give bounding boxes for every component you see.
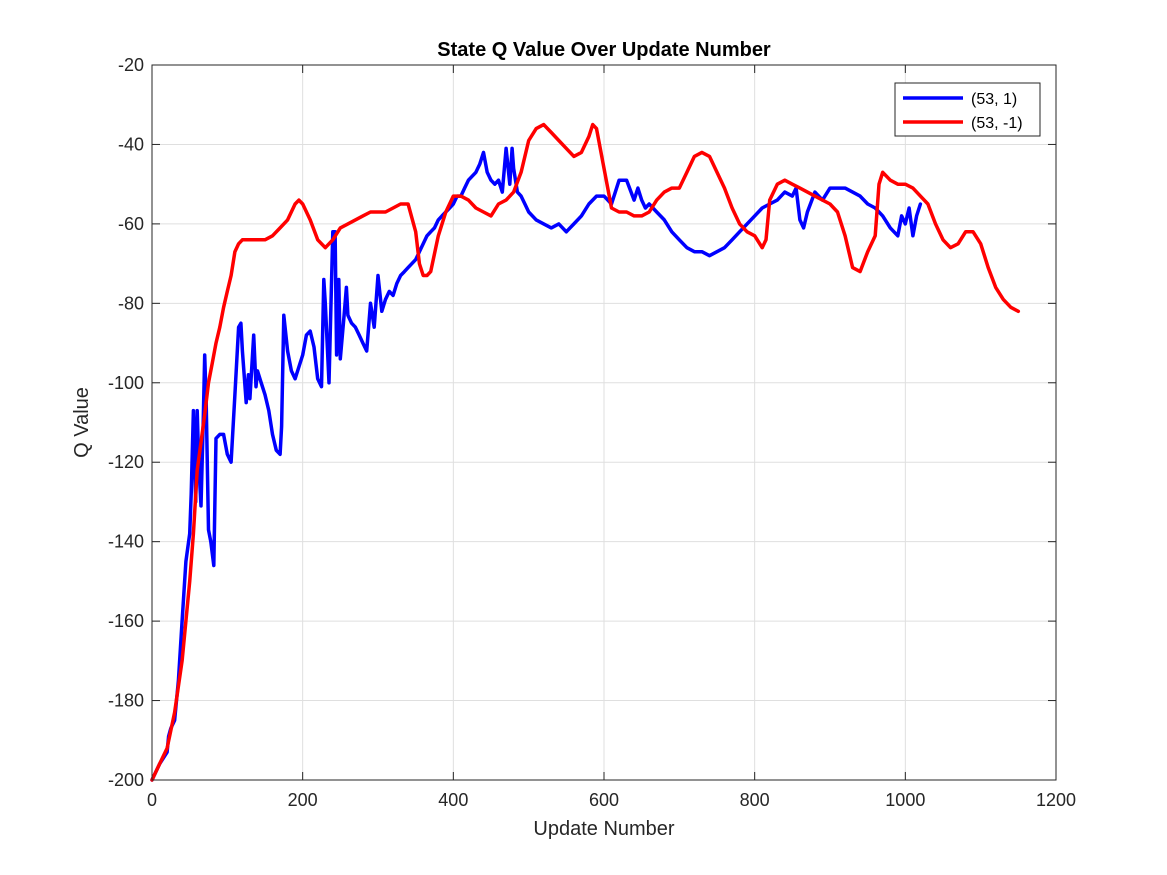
legend-entries: (53, 1) (53, -1) bbox=[903, 91, 1023, 132]
series-line-2 bbox=[150, 122, 1021, 782]
y-tick-label: -160 bbox=[108, 611, 144, 631]
y-axis-label: Q Value bbox=[71, 387, 93, 458]
x-tick-label: 800 bbox=[740, 790, 770, 810]
y-tick-label: -20 bbox=[118, 55, 144, 75]
x-tick-label: 600 bbox=[589, 790, 619, 810]
ticks: 0 200 400 600 800 1000 1200 -200 -180 -160 -140 -12… bbox=[108, 55, 1076, 810]
y-tick-label: -180 bbox=[108, 691, 144, 711]
legend-label-2: (53, -1) bbox=[971, 115, 1023, 132]
x-tick-label: 1200 bbox=[1036, 790, 1076, 810]
y-tick-label: -120 bbox=[108, 452, 144, 472]
y-tick-label: -100 bbox=[108, 373, 144, 393]
y-tick-label: -200 bbox=[108, 770, 144, 790]
y-tick-label: -140 bbox=[108, 532, 144, 552]
y-tick-label: -40 bbox=[118, 134, 144, 154]
legend-box bbox=[894, 82, 1041, 137]
legend: (53, 1) (53, -1) bbox=[894, 82, 1041, 137]
series-layer bbox=[150, 122, 1021, 782]
y-tick-label: -60 bbox=[118, 214, 144, 234]
x-axis-label: Update Number bbox=[533, 818, 675, 840]
x-tick-label: 0 bbox=[147, 790, 157, 810]
legend-label-1: (53, 1) bbox=[971, 91, 1017, 108]
y-tick-label: -80 bbox=[118, 293, 144, 313]
chart-title: State Q Value Over Update Number bbox=[437, 39, 771, 61]
x-tick-label: 400 bbox=[438, 790, 468, 810]
series-line-1 bbox=[150, 146, 923, 782]
x-tick-label: 200 bbox=[288, 790, 318, 810]
x-tick-label: 1000 bbox=[885, 790, 925, 810]
